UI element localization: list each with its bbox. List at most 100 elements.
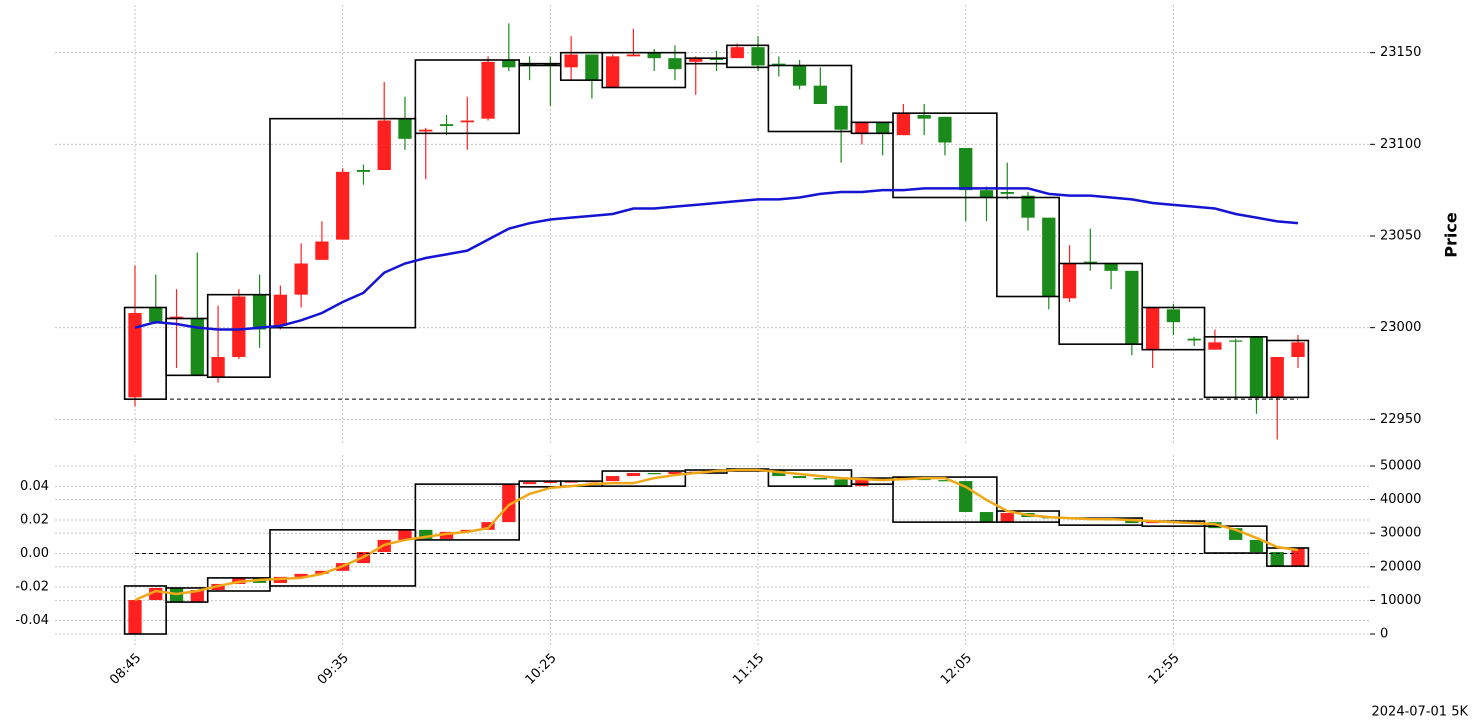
y-tick-label: 20000 [1380, 559, 1421, 574]
y-tick-label: 40000 [1380, 492, 1421, 507]
y-tick-label: 23050 [1380, 229, 1421, 244]
candle-body [730, 47, 744, 59]
average-line [134, 187, 1299, 331]
candle-body [1125, 270, 1139, 345]
candle-body [855, 122, 869, 134]
candle-body [398, 118, 412, 139]
candle-body [128, 313, 142, 398]
candle-body [356, 170, 371, 172]
candle-body [647, 473, 661, 475]
candle-body [169, 316, 184, 319]
candle-body [1187, 338, 1201, 341]
y-axis-label: Price [1442, 212, 1461, 258]
candle-body [959, 148, 973, 191]
candle-body [377, 120, 391, 170]
candle-body [855, 479, 869, 487]
y-tick-label: 23100 [1380, 137, 1421, 152]
candle-body [875, 122, 890, 134]
candle-body [439, 124, 454, 126]
candle-body [336, 171, 350, 240]
candle-body [626, 473, 641, 477]
candle-body [1062, 263, 1077, 299]
range-box [414, 59, 521, 135]
candle-body [439, 531, 454, 539]
candle-body [460, 120, 474, 123]
range-box [269, 117, 417, 329]
candle-body [1104, 263, 1118, 271]
candle-body [502, 60, 516, 68]
range-box [601, 51, 687, 89]
candle-body [689, 58, 703, 62]
x-tick-label: 08:45 [107, 651, 144, 688]
candle-body [481, 61, 495, 119]
range-box [165, 587, 209, 603]
range-box [1058, 262, 1144, 345]
x-tick-label: 12:55 [1146, 651, 1183, 688]
candle-body [1166, 309, 1181, 323]
candle-body [564, 54, 578, 68]
candle-body [522, 63, 537, 66]
y2-tick-label: 0.02 [20, 513, 49, 528]
candle-body [1270, 552, 1284, 567]
candle-body [1000, 192, 1014, 194]
candle-body [917, 115, 931, 119]
candle-body [1229, 340, 1243, 342]
average-line [134, 468, 1299, 602]
y-tick-label: 22950 [1380, 412, 1421, 427]
candle-body [502, 484, 516, 523]
candle-body [315, 570, 329, 574]
candle-body [149, 307, 163, 323]
candle-body [1249, 336, 1264, 398]
candle-body [190, 318, 204, 376]
range-box [996, 196, 1060, 298]
candle-body [398, 529, 412, 540]
candle-body [1125, 520, 1139, 524]
candle-body [834, 479, 848, 487]
candle-body [522, 482, 537, 485]
y-tick-label: 23150 [1380, 45, 1421, 60]
candle-body [543, 481, 558, 483]
range-box [206, 293, 271, 378]
candle-body [1291, 342, 1305, 357]
candle-body [1021, 195, 1035, 218]
range-box [123, 585, 167, 635]
candle-body [128, 600, 142, 635]
candle-body [273, 294, 288, 326]
candle-body [232, 296, 246, 357]
candle-body [543, 63, 558, 66]
candle-body [1042, 217, 1056, 297]
candle-body [481, 522, 495, 530]
y-tick-label: 10000 [1380, 593, 1421, 608]
y2-tick-label: -0.02 [15, 580, 49, 595]
x-tick-label: 09:35 [315, 651, 352, 688]
candle-body [564, 481, 578, 483]
range-box [414, 483, 521, 541]
candle-body [1145, 307, 1160, 350]
candle-body [792, 65, 807, 86]
candle-body [834, 105, 848, 130]
candle-body [1229, 528, 1243, 540]
candle-body [315, 241, 329, 260]
candle-body [1270, 357, 1284, 398]
candle-body [1000, 513, 1014, 523]
candle-body [606, 56, 620, 88]
candle-body [751, 47, 765, 66]
y2-tick-label: 0.04 [20, 479, 49, 494]
y-tick-label: 50000 [1380, 458, 1421, 473]
y2-tick-label: 0.00 [20, 546, 49, 561]
candle-body [1249, 539, 1264, 553]
candle-body [211, 357, 225, 378]
candle-body [1083, 261, 1097, 264]
y-tick-label: 0 [1380, 627, 1388, 642]
candle-body [938, 480, 952, 482]
candle-body [252, 294, 267, 330]
range-box [1266, 339, 1310, 399]
candle-body [813, 85, 827, 104]
candle-body [190, 589, 204, 603]
candle-body [419, 529, 433, 539]
candle-body [647, 52, 661, 59]
footnote: 2024-07-01 5K [1372, 705, 1469, 720]
x-tick-label: 12:05 [938, 651, 975, 688]
candle-body [606, 476, 620, 482]
